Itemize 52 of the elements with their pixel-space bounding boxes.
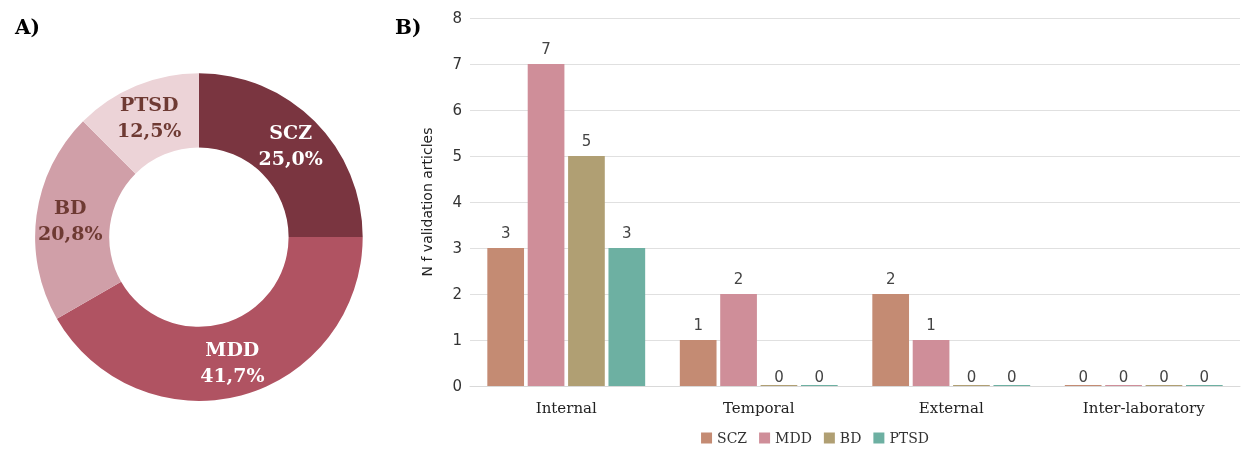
data-label: 5 — [581, 131, 592, 150]
chart-title: B) — [395, 15, 422, 39]
y-tick-label: 8 — [452, 9, 462, 27]
data-label: 7 — [541, 39, 551, 58]
slice-label: BD — [54, 196, 87, 219]
bar — [679, 340, 717, 386]
slice-label: SCZ — [269, 121, 313, 144]
data-label: 3 — [622, 223, 632, 242]
bar — [608, 248, 646, 386]
y-axis-title: N f validation articles — [419, 127, 435, 277]
x-tick-label: Inter-laboratory — [1082, 398, 1206, 417]
y-tick-label: 7 — [452, 55, 462, 73]
data-label: 20,8% — [38, 222, 103, 245]
slice-label: PTSD — [119, 93, 179, 116]
legend-label: BD — [839, 430, 862, 446]
y-tick-label: 6 — [452, 101, 462, 119]
bar — [527, 64, 565, 386]
data-label: 0 — [1199, 367, 1210, 386]
bar — [912, 340, 950, 386]
bar — [872, 294, 910, 386]
data-label: 12,5% — [117, 119, 182, 142]
y-tick-label: 5 — [452, 147, 462, 165]
data-label: 0 — [1007, 367, 1017, 386]
slice-label: MDD — [205, 338, 260, 361]
data-label: 0 — [1078, 367, 1088, 386]
legend-label: MDD — [775, 430, 812, 446]
data-label: 1 — [693, 315, 703, 334]
data-label: 41,7% — [200, 364, 265, 387]
y-tick-label: 1 — [452, 331, 462, 349]
bar — [720, 294, 757, 386]
y-tick-label: 2 — [452, 285, 462, 303]
x-tick-label: Temporal — [723, 398, 795, 417]
data-label: 0 — [1159, 367, 1169, 386]
data-label: 3 — [500, 223, 511, 242]
legend-label: PTSD — [889, 430, 929, 446]
data-label: 1 — [926, 315, 936, 334]
y-tick-label: 4 — [452, 193, 462, 211]
chart-title: A) — [14, 15, 40, 39]
bar — [568, 156, 605, 386]
data-label: 2 — [885, 269, 896, 288]
data-label: 2 — [733, 269, 744, 288]
x-tick-label: Internal — [535, 398, 597, 417]
data-label: 0 — [966, 367, 977, 386]
data-label: 0 — [814, 367, 825, 386]
y-tick-label: 3 — [452, 239, 462, 257]
data-label: 25,0% — [258, 147, 323, 170]
data-label: 0 — [1118, 367, 1129, 386]
bar — [487, 248, 525, 386]
data-label: 0 — [774, 367, 784, 386]
y-tick-label: 0 — [452, 377, 462, 395]
x-tick-label: External — [918, 398, 984, 417]
legend-label: SCZ — [717, 430, 748, 446]
